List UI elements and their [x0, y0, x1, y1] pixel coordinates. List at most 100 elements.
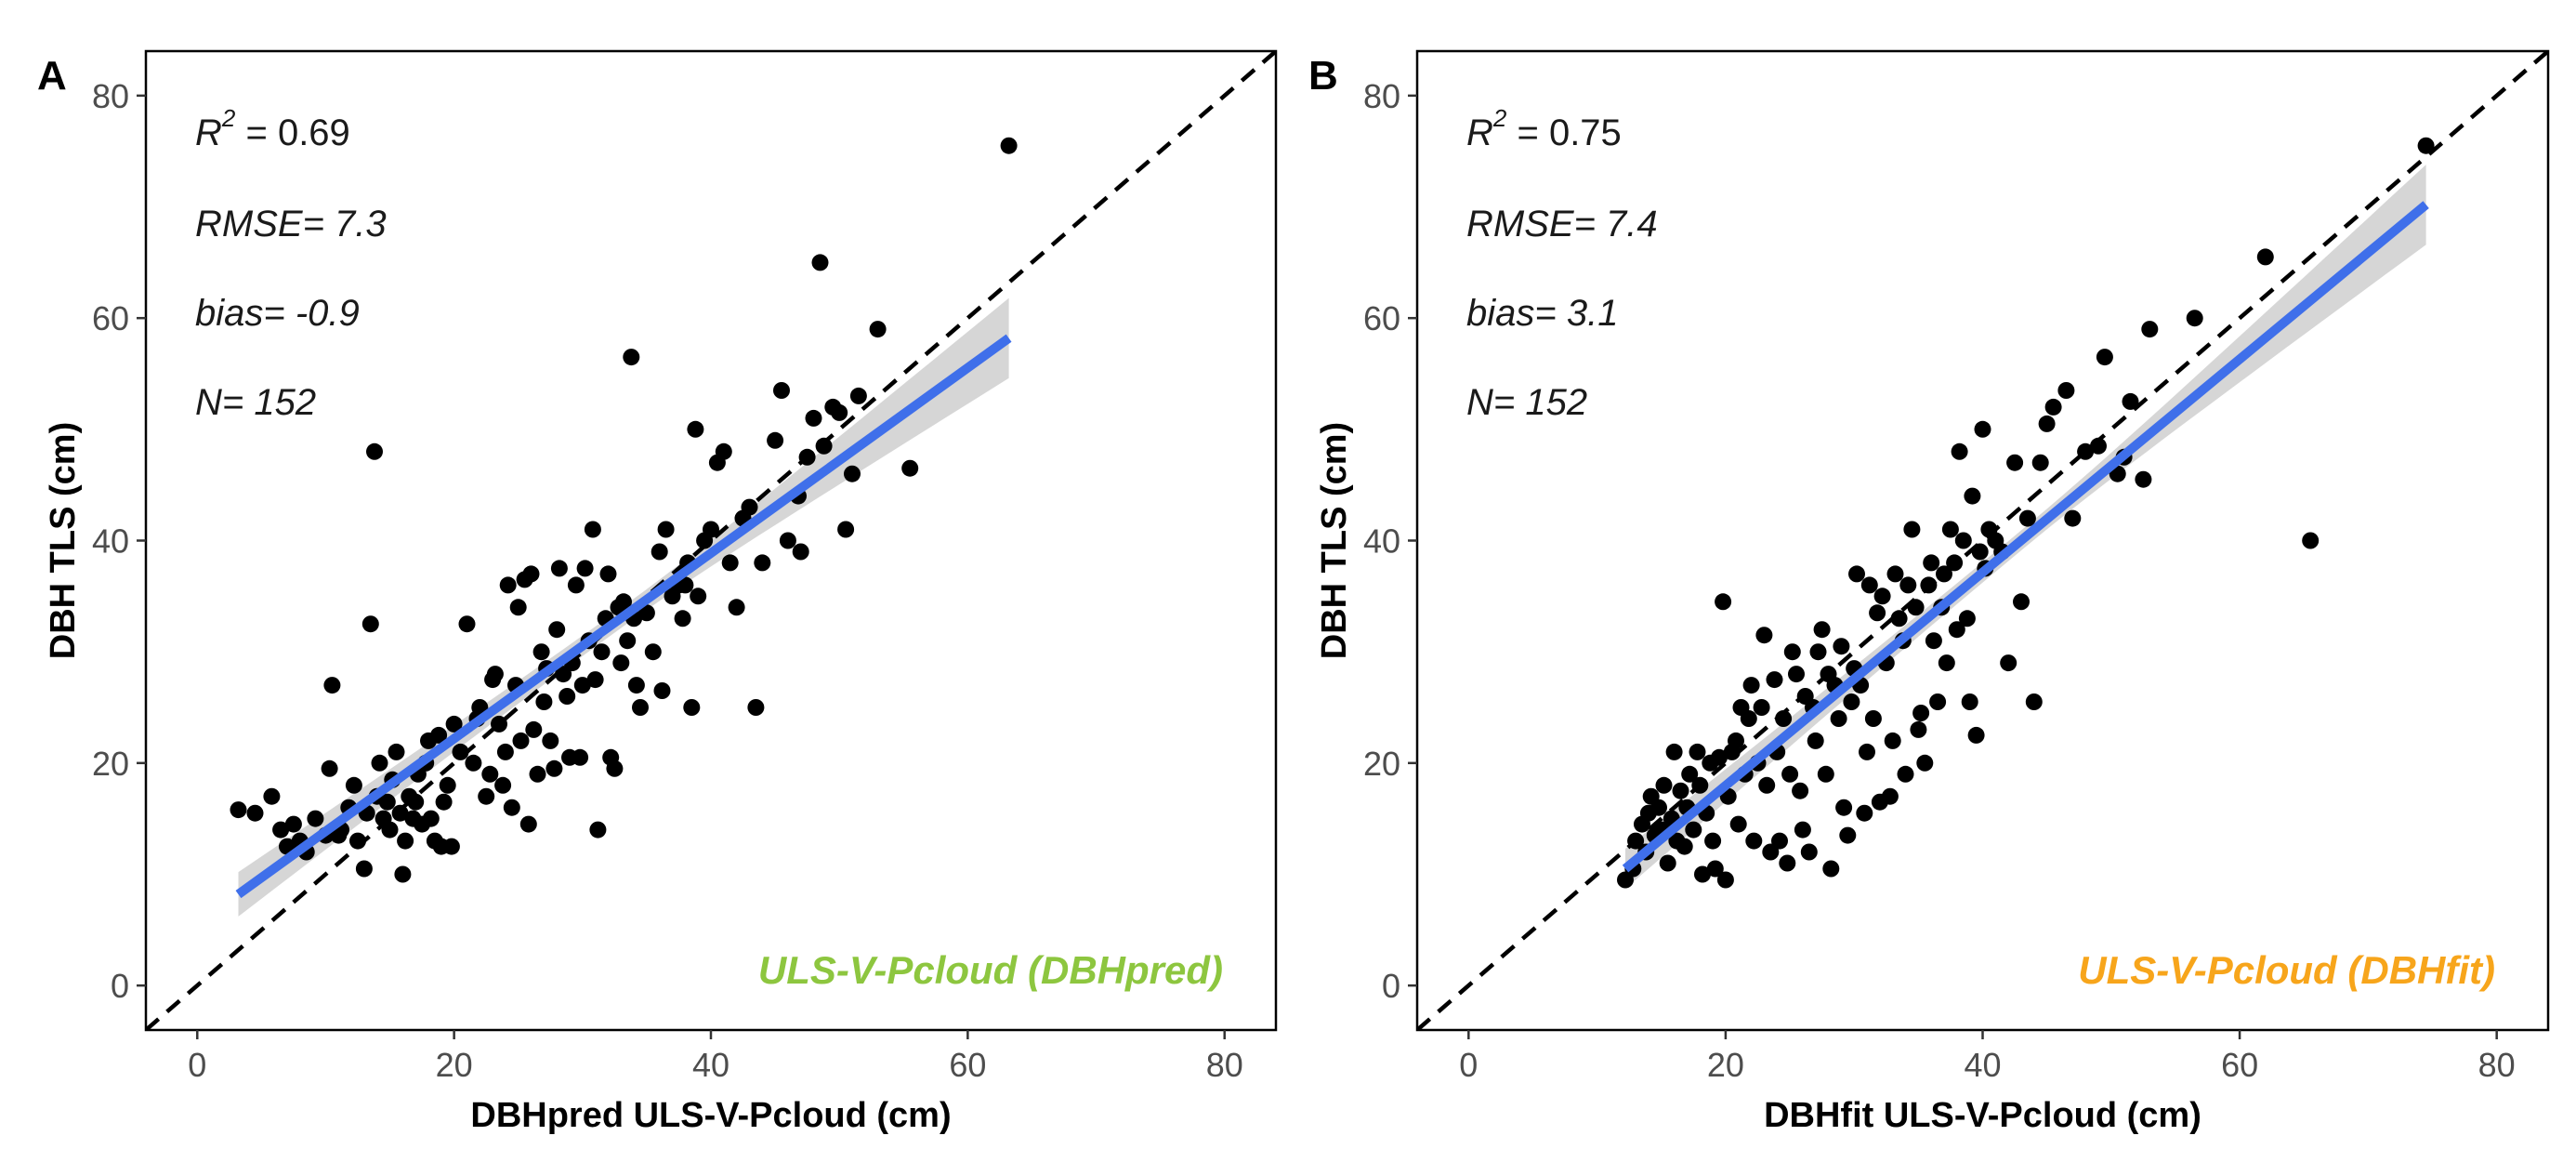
- data-point: [637, 604, 655, 622]
- regression-line: [235, 334, 1012, 899]
- r-squared-exponent: 2: [1492, 104, 1507, 132]
- data-point: [397, 832, 414, 850]
- data-point: [811, 254, 829, 271]
- data-point: [1890, 610, 1908, 627]
- data-point: [1835, 799, 1853, 816]
- data-point: [1755, 627, 1773, 644]
- data-point: [1813, 621, 1831, 639]
- data-point: [542, 732, 559, 749]
- data-point: [1967, 726, 1985, 744]
- data-point: [1745, 832, 1763, 850]
- data-point: [773, 382, 790, 399]
- data-point: [1659, 854, 1676, 872]
- data-point: [263, 787, 281, 805]
- data-point: [559, 688, 576, 705]
- r-squared-value: = 0.75: [1506, 112, 1621, 153]
- data-point: [422, 810, 440, 827]
- data-point: [522, 565, 540, 583]
- data-point: [555, 666, 572, 683]
- r-squared-symbol: R: [1466, 112, 1493, 153]
- rmse-label: RMSE= 7.4: [1466, 204, 1658, 244]
- data-point: [674, 610, 691, 627]
- panel-tag: B: [1308, 53, 1338, 99]
- y-tick-label: 60: [1363, 299, 1400, 337]
- data-point: [653, 682, 671, 699]
- data-point: [576, 560, 594, 577]
- data-point: [1794, 821, 1811, 839]
- data-point: [1886, 565, 1904, 583]
- panel-a: 0 20 40 60 80 0 20 40 60 80 DBHpred ULS-V-Pcloud (…: [37, 49, 1278, 1135]
- data-point: [1817, 765, 1834, 783]
- y-tick-label: 20: [92, 745, 129, 783]
- data-point: [805, 409, 822, 427]
- data-point: [690, 588, 707, 605]
- x-tick-label: 80: [1206, 1046, 1243, 1084]
- data-point: [1873, 588, 1891, 605]
- data-point: [721, 554, 739, 572]
- data-point: [792, 543, 809, 561]
- x-tick-label: 60: [2221, 1046, 2258, 1084]
- y-tick-label: 0: [111, 967, 129, 1005]
- data-point: [458, 615, 476, 633]
- data-point: [391, 804, 409, 822]
- data-point: [1925, 632, 1942, 650]
- scatter-points: [1617, 137, 2435, 889]
- data-point: [503, 799, 520, 816]
- data-point: [1783, 643, 1801, 661]
- data-point: [2013, 593, 2030, 611]
- data-point: [901, 459, 919, 477]
- data-point: [519, 815, 537, 833]
- data-point: [683, 699, 701, 716]
- data-point: [1848, 565, 1865, 583]
- data-point: [623, 349, 640, 366]
- data-point: [1753, 699, 1770, 716]
- data-point: [1807, 732, 1824, 749]
- data-point: [1758, 776, 1776, 794]
- data-point: [381, 821, 399, 839]
- plot-area: [1417, 51, 2548, 1030]
- data-point: [1650, 799, 1667, 816]
- data-point: [512, 732, 530, 749]
- data-point: [779, 532, 796, 549]
- data-point: [1742, 677, 1760, 694]
- data-point: [1800, 843, 1818, 861]
- data-point: [378, 793, 396, 811]
- r-squared-label: R2 = 0.69: [195, 104, 350, 153]
- y-tick-label: 0: [1382, 967, 1400, 1005]
- n-label: N= 152: [195, 382, 316, 423]
- x-tick-label: 60: [949, 1046, 986, 1084]
- data-point: [1964, 487, 1981, 505]
- data-point: [366, 442, 383, 460]
- data-point: [323, 677, 341, 694]
- data-point: [615, 593, 632, 611]
- data-point: [1974, 420, 1991, 438]
- data-point: [619, 632, 637, 650]
- data-point: [869, 321, 887, 338]
- data-point: [1923, 554, 1940, 572]
- data-point: [1771, 832, 1788, 850]
- data-point: [494, 776, 512, 794]
- data-point: [2302, 532, 2320, 549]
- data-point: [272, 821, 290, 839]
- y-tick-label: 60: [92, 299, 129, 337]
- data-point: [1912, 705, 1930, 721]
- data-point: [355, 860, 373, 878]
- data-point: [1856, 804, 1873, 822]
- data-point: [1961, 693, 1978, 710]
- data-point: [593, 643, 611, 661]
- data-point: [1685, 821, 1702, 839]
- data-point: [606, 759, 624, 777]
- data-point: [1788, 666, 1805, 683]
- y-axis-title: DBH TLS (cm): [44, 422, 83, 659]
- data-point: [612, 654, 630, 672]
- data-point: [715, 442, 732, 460]
- r-squared-value: = 0.69: [235, 112, 349, 153]
- data-point: [1958, 610, 1976, 627]
- data-point: [284, 815, 302, 833]
- r-squared-symbol: R: [195, 112, 222, 153]
- data-point: [230, 801, 247, 819]
- data-point: [388, 743, 405, 760]
- data-point: [486, 666, 504, 683]
